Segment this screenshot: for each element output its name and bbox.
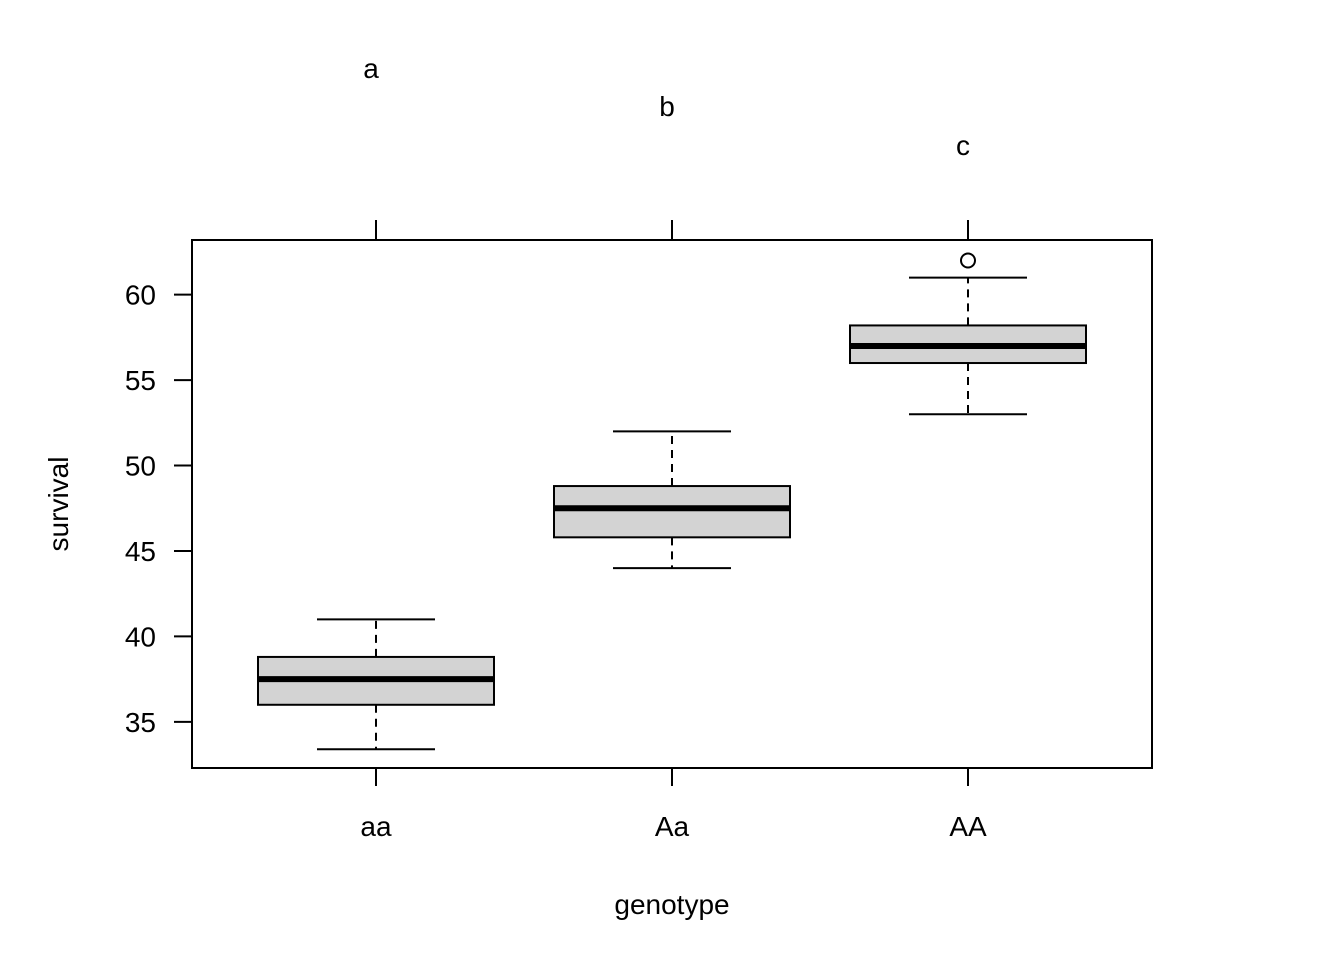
x-tick-label: aa [360, 811, 392, 842]
iqr-box [553, 485, 791, 539]
y-axis-label: survival [43, 457, 74, 552]
y-axis: 35 40 45 50 55 60 [125, 280, 192, 738]
x-tick-label: AA [949, 811, 987, 842]
box-Aa [553, 430, 791, 570]
y-tick-label: 60 [125, 280, 156, 311]
outlier-point [960, 252, 976, 269]
y-tick-label: 40 [125, 621, 156, 652]
box-AA [849, 252, 1087, 416]
x-axis: aa Aa AA [360, 768, 987, 842]
box-series [257, 252, 1087, 751]
group-letter: b [659, 91, 675, 122]
box-aa [257, 618, 495, 751]
y-tick-label: 45 [125, 536, 156, 567]
top-axis: a b c [363, 53, 970, 240]
x-axis-label: genotype [614, 889, 729, 920]
y-tick-label: 35 [125, 707, 156, 738]
group-letter: c [956, 130, 970, 161]
group-letter: a [363, 53, 379, 84]
x-tick-label: Aa [655, 811, 690, 842]
y-tick-label: 50 [125, 451, 156, 482]
y-tick-label: 55 [125, 365, 156, 396]
